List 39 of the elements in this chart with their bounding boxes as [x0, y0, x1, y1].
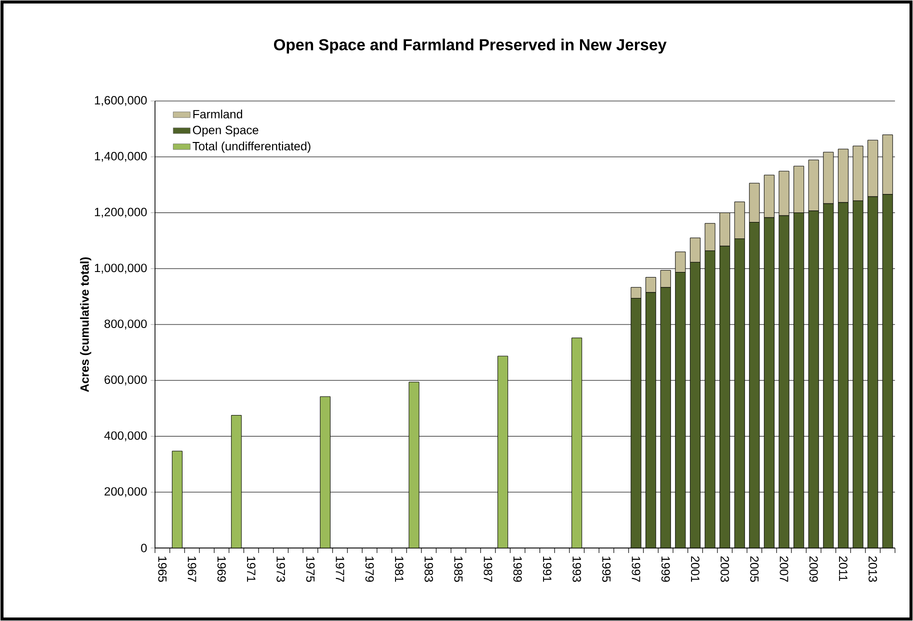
- x-tick-label: 1981: [394, 556, 404, 582]
- x-tick-label: 2003: [720, 556, 730, 582]
- x-tick-label: 2007: [780, 556, 788, 582]
- x-tick-label: 1987: [484, 556, 492, 582]
- x-tick-label: 1967: [188, 556, 196, 582]
- x-tick-label: 2013: [868, 556, 878, 582]
- x-tick-label: 1965: [158, 556, 167, 582]
- y-tick-label: 1,400,000: [94, 152, 147, 162]
- y-tick-label: 1,000,000: [94, 264, 147, 274]
- y-tick-label: 1,600,000: [94, 96, 147, 106]
- x-tick-label: 1991: [542, 556, 552, 582]
- x-tick-label: 1993: [572, 556, 582, 582]
- legend-label: Farmland: [193, 110, 242, 118]
- legend-label: Total (undifferentiated): [192, 142, 310, 153]
- x-tick-label: 2001: [690, 556, 700, 582]
- y-tick-label: 200,000: [104, 487, 147, 498]
- x-tick-label: 1999: [661, 556, 670, 582]
- x-tick-label: 2005: [750, 556, 759, 582]
- x-tick-label: 1975: [306, 556, 315, 582]
- x-tick-label: 1971: [246, 556, 256, 582]
- x-tick-label: 1995: [602, 556, 611, 582]
- y-tick-label: 400,000: [104, 431, 147, 442]
- x-tick-label: 1985: [454, 556, 463, 582]
- y-tick-label: 800,000: [104, 320, 147, 330]
- x-tick-label: 2011: [838, 556, 848, 581]
- x-tick-label: 1969: [217, 556, 226, 582]
- x-tick-label: 1973: [276, 556, 286, 582]
- x-tick-label: 1989: [513, 556, 522, 582]
- chart-title: Open Space and Farmland Preserved in New Jersey: [274, 38, 667, 54]
- x-tick-label: 1983: [424, 556, 434, 582]
- x-tick-label: 2009: [809, 556, 818, 582]
- x-tick-label: 1997: [632, 556, 640, 582]
- x-tick-label: 1979: [365, 556, 374, 582]
- legend-label: Open Space: [192, 126, 258, 137]
- y-tick-label: 1,200,000: [94, 208, 147, 218]
- x-tick-label: 1977: [336, 556, 344, 582]
- y-tick-label: 0: [141, 544, 147, 552]
- y-tick-label: 600,000: [104, 375, 147, 386]
- y-axis-title: Acres (cumulative total): [80, 257, 92, 392]
